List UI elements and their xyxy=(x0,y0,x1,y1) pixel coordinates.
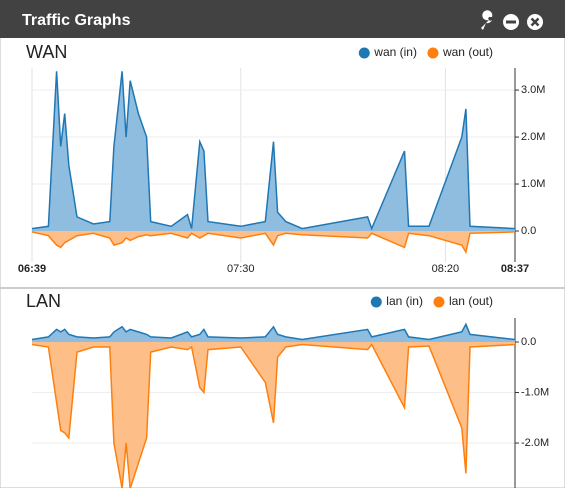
chart: WAN 06:39 07:30 08:20 08:37 0.0 1.0M 2.0M 3.0M wa… xyxy=(18,42,546,275)
minimize-icon[interactable] xyxy=(503,14,519,30)
wrench-shape xyxy=(481,10,493,30)
legend-swatch xyxy=(427,47,439,59)
chart: LAN 0.0 -1.0M -2.0M lan (out) lan (in) xyxy=(26,291,549,488)
y-tick-label: 0.0 xyxy=(521,225,536,237)
series-area xyxy=(32,230,515,253)
series-line xyxy=(32,343,515,488)
y-tick-label: -1.0M xyxy=(521,386,549,398)
legend-label: lan (in) xyxy=(386,294,423,308)
close-cross xyxy=(530,17,540,27)
chart-title: WAN xyxy=(26,42,67,62)
legend-swatch xyxy=(370,296,382,308)
y-tick-label: 0.0 xyxy=(521,336,536,348)
y-tick-label: 3.0M xyxy=(521,84,545,96)
x-tick-label: 08:37 xyxy=(501,263,529,275)
header-title: Traffic Graphs xyxy=(22,12,131,29)
legend-label: wan (in) xyxy=(373,45,417,59)
header-bar xyxy=(0,0,565,38)
x-tick-label: 07:30 xyxy=(227,263,255,275)
x-tick-label: 08:20 xyxy=(432,263,460,275)
y-tick-label: 2.0M xyxy=(521,131,545,143)
series-line xyxy=(32,322,515,341)
legend-label: wan (out) xyxy=(442,45,493,59)
y-tick-label: 1.0M xyxy=(521,178,545,190)
y-tick-label: -2.0M xyxy=(521,437,549,449)
chart-title: LAN xyxy=(26,291,61,311)
series-line xyxy=(32,71,515,231)
minimize-bar xyxy=(506,20,516,24)
legend-label: lan (out) xyxy=(449,294,493,308)
x-tick-label: 06:39 xyxy=(18,263,46,275)
legend-swatch xyxy=(433,296,445,308)
wrench-icon[interactable] xyxy=(481,10,493,30)
close-icon[interactable] xyxy=(527,14,543,30)
legend-swatch xyxy=(358,47,370,59)
series-line xyxy=(32,231,515,255)
